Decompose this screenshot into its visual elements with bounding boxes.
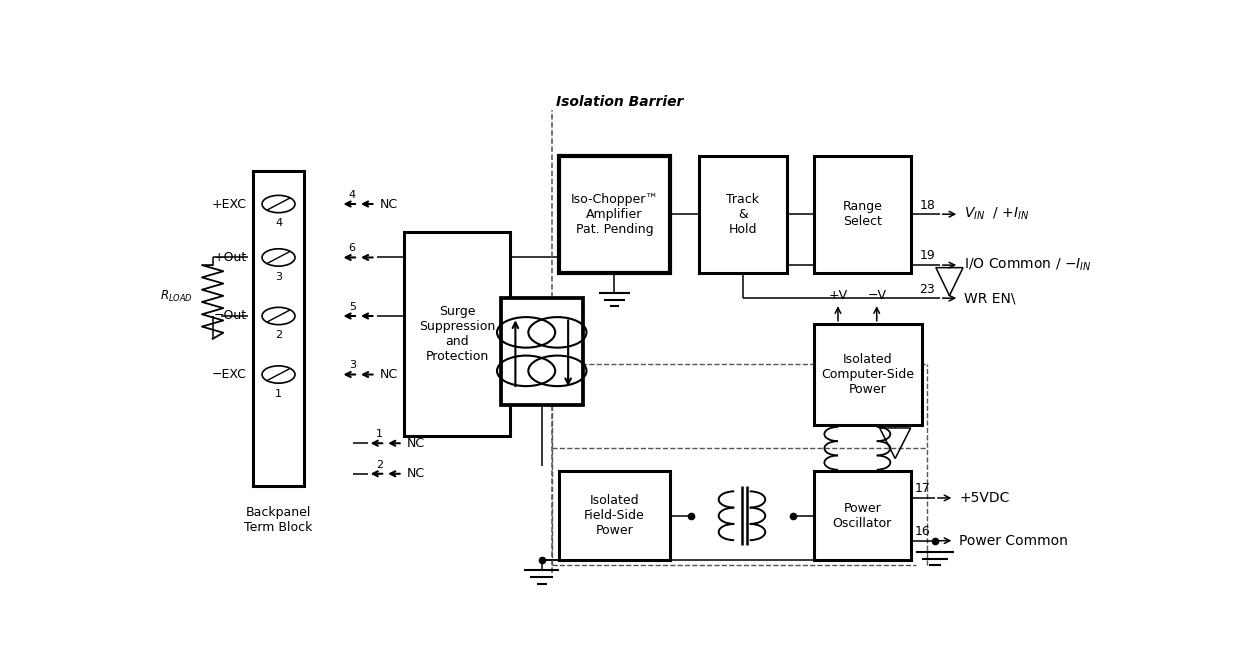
Text: 2: 2: [275, 330, 281, 340]
Text: −Out: −Out: [214, 309, 246, 323]
Bar: [813, 471, 911, 561]
Text: Range
Select: Range Select: [842, 200, 882, 228]
Bar: [813, 324, 922, 426]
Bar: [500, 298, 583, 405]
Text: Power
Oscillator: Power Oscillator: [833, 502, 892, 529]
Text: 3: 3: [275, 272, 281, 282]
Text: 4: 4: [349, 190, 355, 200]
Text: 19: 19: [919, 249, 934, 262]
Bar: [559, 156, 671, 273]
Text: Iso-Chopper™
Amplifier
Pat. Pending: Iso-Chopper™ Amplifier Pat. Pending: [570, 193, 658, 236]
Bar: [404, 232, 510, 436]
Text: 6: 6: [349, 243, 355, 253]
Text: Surge
Suppression
and
Protection: Surge Suppression and Protection: [419, 305, 495, 363]
Text: 23: 23: [919, 282, 934, 295]
Text: 16: 16: [914, 525, 931, 538]
Text: +5VDC: +5VDC: [960, 491, 1010, 505]
Bar: [699, 156, 787, 273]
Text: Isolated
Field-Side
Power: Isolated Field-Side Power: [584, 494, 644, 537]
Text: $V_{IN}$  / $+I_{IN}$: $V_{IN}$ / $+I_{IN}$: [965, 206, 1030, 222]
Text: +Out: +Out: [213, 251, 246, 264]
Text: $R_{LOAD}$: $R_{LOAD}$: [160, 290, 193, 305]
Text: 4: 4: [275, 218, 281, 228]
Text: NC: NC: [379, 368, 398, 381]
Bar: [253, 171, 304, 486]
Text: 1: 1: [375, 429, 383, 439]
Text: NC: NC: [379, 198, 398, 210]
Text: I/O Common / $-I_{IN}$: I/O Common / $-I_{IN}$: [965, 257, 1092, 273]
Text: +EXC: +EXC: [211, 198, 246, 210]
Text: 1: 1: [275, 389, 281, 399]
Text: Power Common: Power Common: [960, 533, 1068, 548]
Text: 3: 3: [349, 360, 355, 370]
Text: 17: 17: [914, 483, 931, 495]
Text: Isolation Barrier: Isolation Barrier: [557, 95, 683, 109]
Bar: [813, 156, 911, 273]
Text: NC: NC: [407, 467, 424, 481]
Text: −V: −V: [867, 289, 886, 302]
Text: Track
&
Hold: Track & Hold: [727, 193, 759, 236]
Text: +V: +V: [828, 289, 847, 302]
Text: Backpanel
Term Block: Backpanel Term Block: [244, 506, 313, 533]
Text: 18: 18: [919, 198, 934, 212]
Text: 2: 2: [375, 459, 383, 469]
Text: NC: NC: [407, 437, 424, 449]
Text: WR EN\: WR EN\: [965, 292, 1016, 305]
Text: Isolated
Computer-Side
Power: Isolated Computer-Side Power: [822, 353, 914, 396]
Bar: [559, 471, 671, 561]
Text: −EXC: −EXC: [211, 368, 246, 381]
Text: 5: 5: [349, 302, 355, 312]
